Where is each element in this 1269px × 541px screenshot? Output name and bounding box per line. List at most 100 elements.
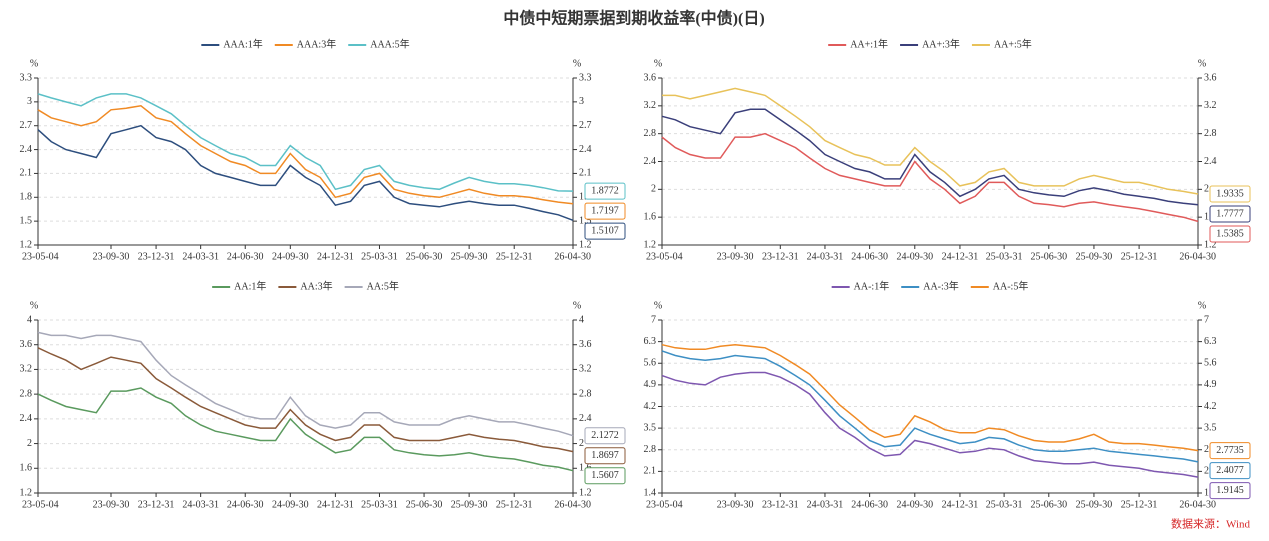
x-tick-label: 25-12-31 [1121, 499, 1158, 510]
y2-unit: % [573, 58, 581, 69]
y-tick-label: 2 [651, 184, 656, 195]
x-tick-label: 24-03-31 [182, 499, 219, 510]
y-unit: % [654, 300, 662, 311]
series-line [661, 343, 1199, 452]
x-tick-label: 24-03-31 [182, 251, 219, 262]
series-line [661, 371, 1199, 478]
y2-tick-label: 2.7 [579, 120, 592, 131]
y-tick-label: 2.4 [644, 156, 657, 167]
y-tick-label: 2.4 [20, 144, 33, 155]
y-tick-label: 4.2 [644, 401, 657, 412]
x-tick-label: 25-09-30 [1076, 251, 1113, 262]
x-tick-label: 23-09-30 [93, 251, 130, 262]
y2-tick-label: 1.2 [579, 487, 592, 498]
y2-tick-label: 4 [579, 314, 584, 325]
end-label-box [1209, 185, 1251, 203]
end-label: 2.1272 [591, 430, 619, 441]
y-tick-label: 3.5 [644, 422, 657, 433]
x-tick-label: 25-09-30 [451, 251, 488, 262]
legend-label: AA:3年 [300, 279, 332, 292]
y2-tick-label: 2.4 [579, 144, 592, 155]
y-tick-label: 1.2 [20, 487, 33, 498]
x-tick-label: 23-09-30 [93, 499, 130, 510]
x-tick-label: 25-03-31 [361, 251, 398, 262]
y2-tick-label: 3.2 [579, 364, 592, 375]
x-tick-label: 24-12-31 [942, 251, 979, 262]
legend-label: AA+:3年 [922, 37, 960, 50]
y2-unit: % [1198, 58, 1206, 69]
legend-label: AA-:3年 [923, 279, 959, 292]
y-tick-label: 1.2 [644, 239, 657, 250]
x-tick-label: 23-05-04 [646, 499, 683, 510]
x-tick-label: 23-05-04 [22, 499, 59, 510]
end-label: 1.7197 [591, 205, 619, 216]
x-tick-label: 24-12-31 [317, 499, 354, 510]
legend-label: AA-:1年 [854, 279, 890, 292]
y-tick-label: 5.6 [644, 358, 657, 369]
x-tick-label: 25-09-30 [451, 499, 488, 510]
x-tick-label: 26-04-30 [1179, 499, 1216, 510]
source-note: 数据来源：Wind [1171, 517, 1250, 531]
x-tick-label: 24-09-30 [896, 251, 933, 262]
legend-label: AAA:1年 [223, 37, 262, 50]
x-tick-label: 25-03-31 [986, 499, 1023, 510]
x-tick-label: 23-09-30 [717, 499, 754, 510]
x-tick-label: 26-04-30 [554, 499, 591, 510]
y-tick-label: 6.3 [644, 336, 657, 347]
series-line [37, 93, 574, 192]
legend-label: AA+:1年 [850, 37, 888, 50]
series-line [661, 132, 1199, 223]
end-label-box [584, 447, 626, 465]
y2-tick-label: 4.2 [1204, 401, 1217, 412]
y2-tick-label: 2 [1204, 184, 1209, 195]
legend-label: AA:1年 [234, 279, 266, 292]
x-tick-label: 24-09-30 [896, 499, 933, 510]
x-tick-label: 24-06-30 [851, 251, 888, 262]
x-tick-label: 25-03-31 [986, 251, 1023, 262]
legend-label: AAA:5年 [370, 37, 409, 50]
end-label-box [584, 182, 626, 200]
x-tick-label: 23-12-31 [138, 499, 175, 510]
y-tick-label: 2.7 [20, 120, 33, 131]
x-tick-label: 25-12-31 [496, 499, 533, 510]
x-tick-label: 26-04-30 [554, 251, 591, 262]
x-tick-label: 26-04-30 [1179, 251, 1216, 262]
y-tick-label: 3.2 [644, 100, 657, 111]
legend-label: AA:5年 [367, 279, 399, 292]
end-label-box [584, 222, 626, 240]
y-tick-label: 3.3 [20, 72, 33, 83]
y-tick-label: 2.8 [644, 128, 657, 139]
end-label-box [1209, 482, 1251, 500]
x-tick-label: 24-06-30 [227, 499, 264, 510]
y2-tick-label: 2.1 [579, 168, 592, 179]
x-tick-label: 24-09-30 [272, 251, 309, 262]
end-label: 1.5107 [591, 225, 619, 236]
y-tick-label: 4.9 [644, 379, 657, 390]
y-tick-label: 2.8 [644, 444, 657, 455]
end-label: 2.4077 [1216, 465, 1244, 476]
end-label: 1.7777 [1216, 208, 1244, 219]
end-label-box [1209, 442, 1251, 460]
y2-tick-label: 3.6 [1204, 72, 1217, 83]
series-line [37, 105, 574, 205]
x-tick-label: 24-03-31 [807, 251, 844, 262]
y-tick-label: 2.1 [644, 466, 657, 477]
x-tick-label: 24-03-31 [807, 499, 844, 510]
x-tick-label: 25-12-31 [496, 251, 533, 262]
x-tick-label: 25-09-30 [1076, 499, 1113, 510]
y-tick-label: 1.4 [644, 487, 657, 498]
y2-tick-label: 3.2 [1204, 100, 1217, 111]
end-label-box [584, 427, 626, 445]
x-tick-label: 23-05-04 [22, 251, 59, 262]
series-line [661, 350, 1199, 463]
y2-tick-label: 2.8 [579, 388, 592, 399]
legend-label: AA-:5年 [993, 279, 1029, 292]
y-tick-label: 3.6 [20, 339, 33, 350]
y2-tick-label: 2 [579, 438, 584, 449]
y2-tick-label: 2.4 [1204, 156, 1217, 167]
end-label: 1.5385 [1216, 228, 1244, 239]
y-tick-label: 2.8 [20, 388, 33, 399]
y-tick-label: 4 [27, 314, 32, 325]
end-label-box [584, 202, 626, 220]
